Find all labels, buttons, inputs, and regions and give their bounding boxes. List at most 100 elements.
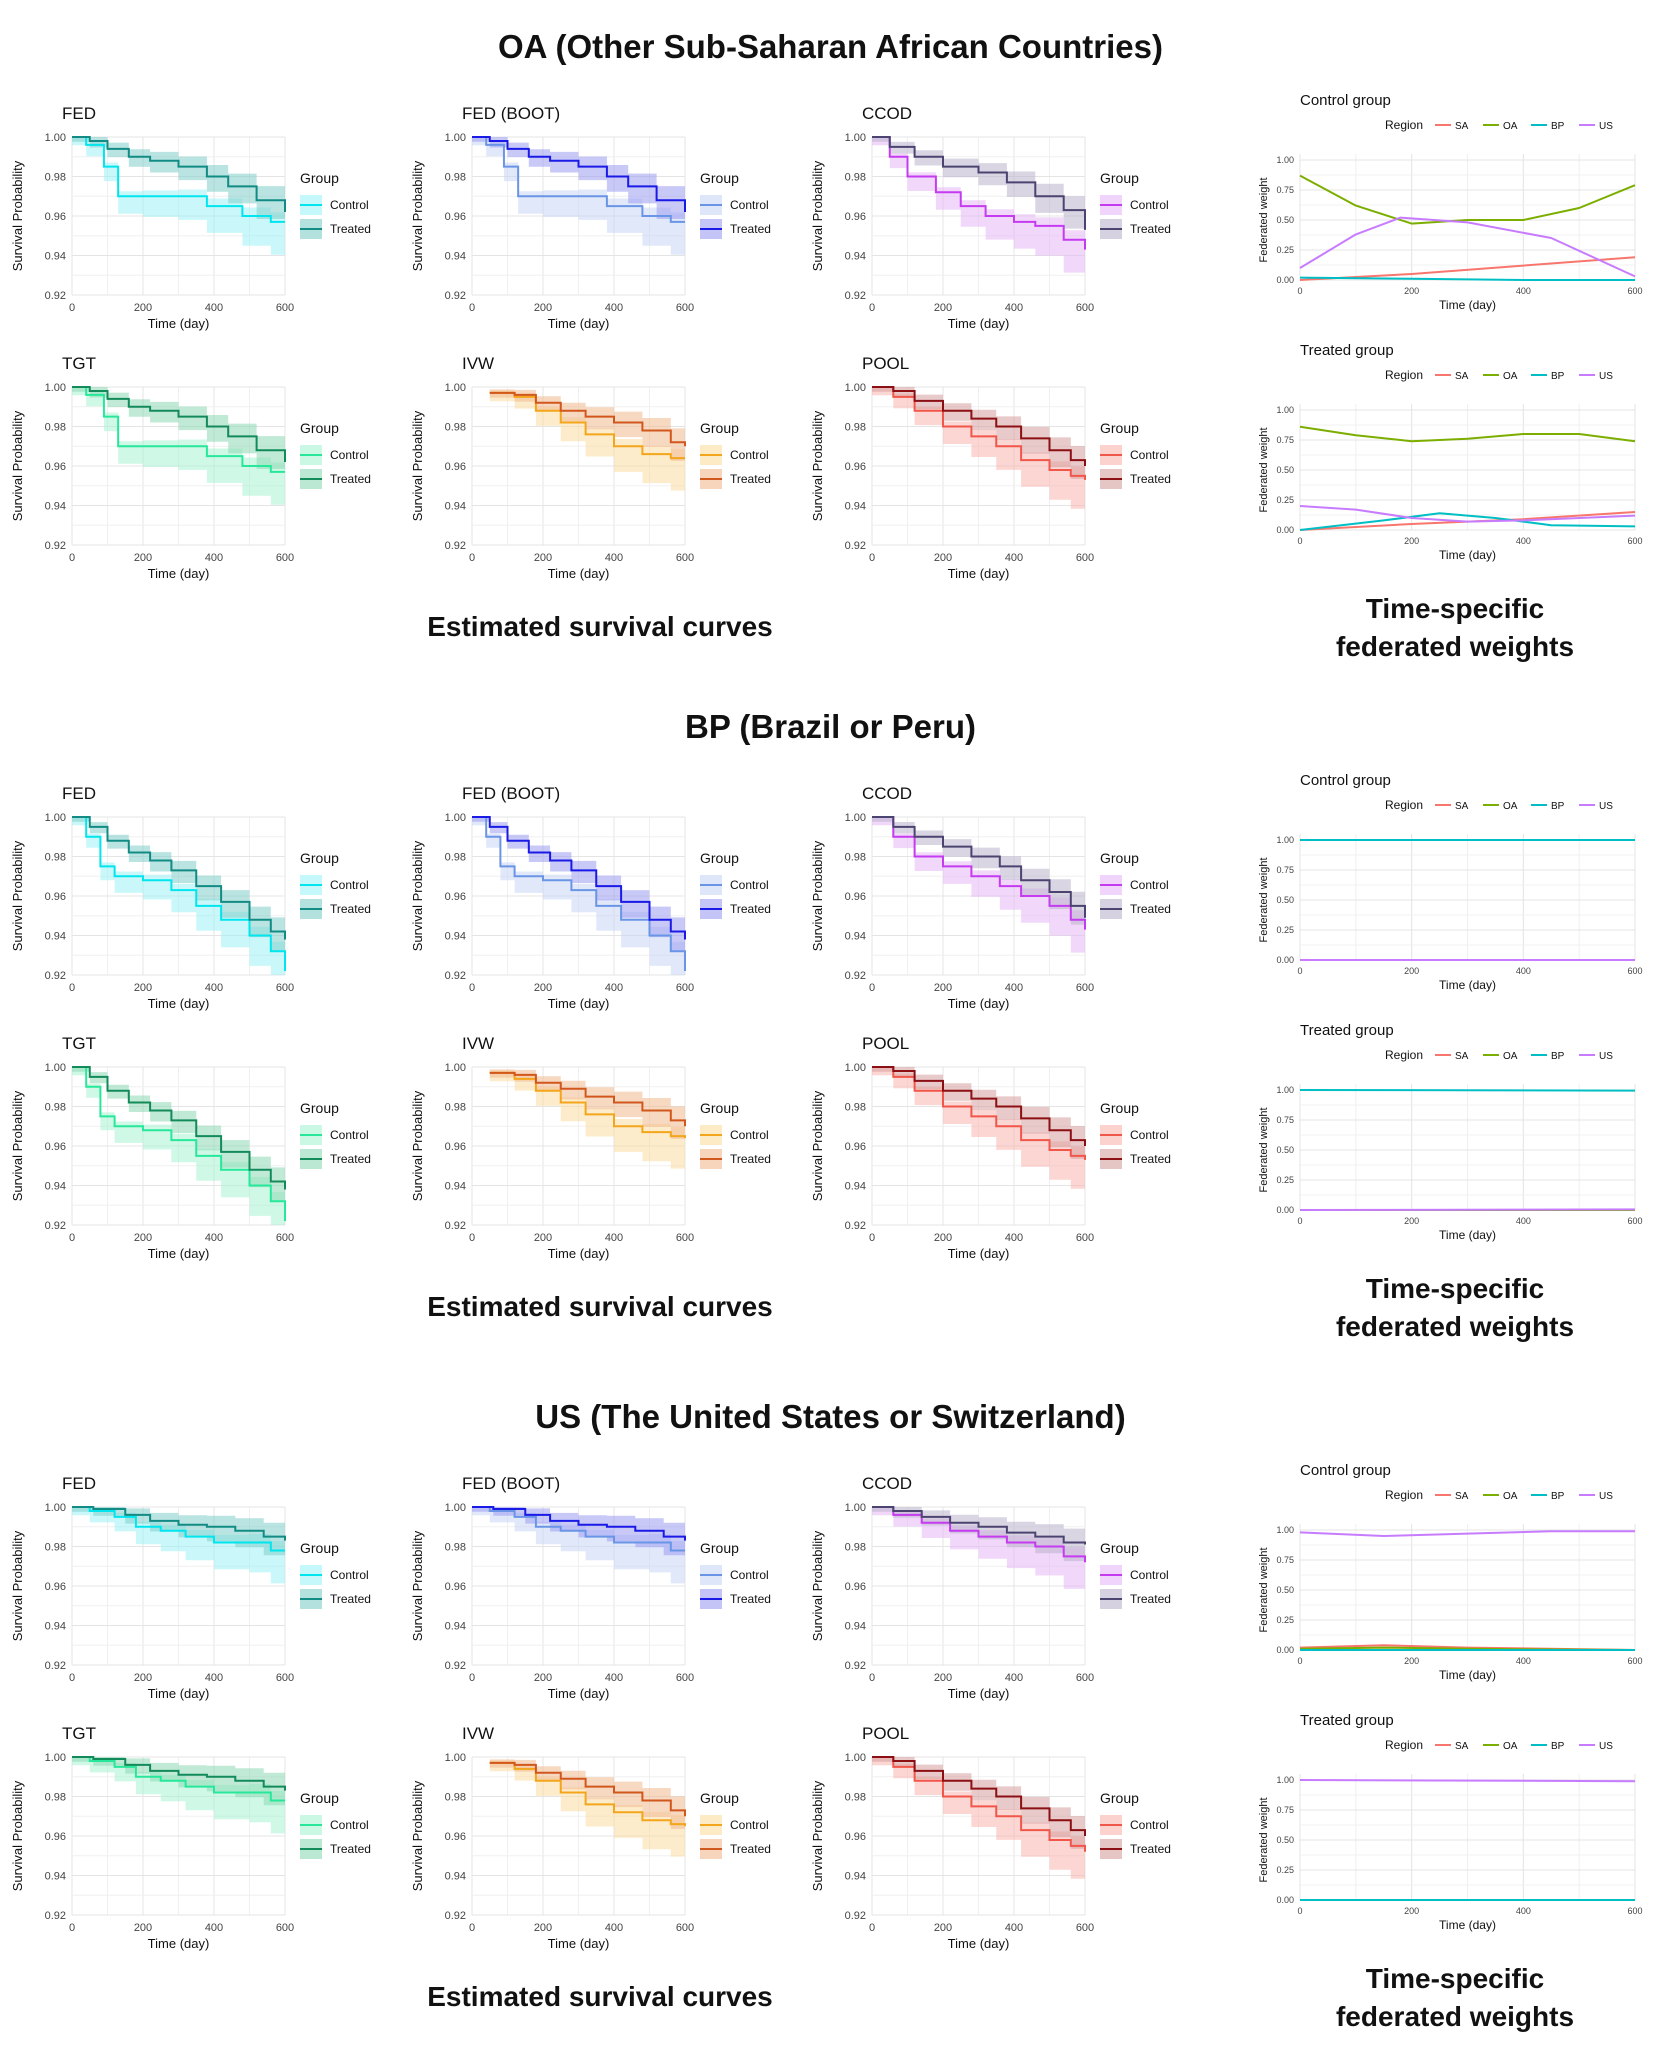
y-axis-label: Survival Probability	[410, 1780, 425, 1891]
legend-label: Treated	[730, 222, 771, 236]
y-tick-label: 0.96	[445, 1581, 466, 1593]
weight-line-us	[1299, 216, 1636, 278]
treated-survival-line	[72, 386, 286, 463]
x-tick-label: 600	[676, 1672, 694, 1684]
y-tick-label: 0.96	[45, 891, 66, 903]
control-ci-band	[872, 1757, 1085, 1888]
x-tick-label: 400	[205, 1232, 223, 1244]
y-tick-label: 0.94	[45, 501, 66, 513]
y-tick-label: 0.92	[445, 290, 466, 302]
y-tick-label: 0.98	[45, 422, 66, 434]
x-tick-label: 200	[134, 552, 152, 564]
panel-title: FED	[62, 784, 96, 803]
x-tick-label: 200	[134, 982, 152, 994]
panel-title: TGT	[62, 354, 96, 373]
y-tick-label: 0.98	[45, 1102, 66, 1114]
treated-ci-band	[472, 1507, 685, 1562]
x-tick-label: 200	[534, 1922, 552, 1934]
control-survival-line	[489, 1071, 686, 1139]
y-tick-label: 1.00	[845, 812, 866, 824]
y-tick-label: 0.96	[445, 211, 466, 223]
treated-ci-band	[72, 1757, 285, 1812]
legend-label: Control	[1130, 1818, 1169, 1832]
x-tick-label: 200	[1404, 966, 1419, 976]
region-legend-label: US	[1599, 801, 1613, 812]
x-tick-label: 400	[605, 1922, 623, 1934]
y-tick-label: 0.50	[1276, 1585, 1294, 1595]
x-axis-label: Time (day)	[148, 316, 210, 331]
region-legend-label: OA	[1503, 1741, 1518, 1752]
legend-title: Group	[1100, 850, 1139, 866]
control-survival-line	[72, 136, 285, 223]
control-survival-line	[72, 816, 286, 972]
treated-ci-band	[472, 817, 685, 960]
legend-label: Treated	[330, 902, 371, 916]
y-tick-label: 0.92	[45, 540, 66, 552]
x-tick-label: 400	[1516, 1906, 1531, 1916]
x-tick-label: 400	[1516, 1656, 1531, 1666]
x-tick-label: 600	[676, 552, 694, 564]
x-axis-label: Time (day)	[148, 1936, 210, 1951]
x-tick-label: 0	[869, 1922, 875, 1934]
y-tick-label: 1.00	[1276, 1775, 1294, 1785]
x-tick-label: 200	[1404, 1216, 1419, 1226]
y-tick-label: 0.25	[1276, 1615, 1294, 1625]
y-tick-label: 1.00	[45, 382, 66, 394]
x-tick-label: 600	[1076, 302, 1094, 314]
y-tick-label: 0.00	[1276, 1205, 1294, 1215]
x-axis-label: Time (day)	[1439, 298, 1496, 312]
y-tick-label: 1.00	[1276, 1085, 1294, 1095]
x-tick-label: 200	[934, 552, 952, 564]
y-tick-label: 0.92	[845, 1910, 866, 1922]
legend-title: Group	[1100, 1540, 1139, 1556]
y-axis-label: Survival Probability	[410, 410, 425, 521]
x-axis-label: Time (day)	[1439, 1668, 1496, 1682]
x-tick-label: 400	[605, 982, 623, 994]
y-tick-label: 1.00	[45, 1502, 66, 1514]
x-tick-label: 400	[205, 552, 223, 564]
y-tick-label: 0.96	[845, 1581, 866, 1593]
y-tick-label: 0.92	[45, 1660, 66, 1672]
caption-line: Time-specific	[1365, 593, 1545, 624]
treated-survival-line	[72, 1506, 286, 1541]
weights-group-title: Treated group	[1300, 1022, 1394, 1039]
y-tick-label: 0.96	[45, 211, 66, 223]
x-axis-label: Time (day)	[948, 1936, 1010, 1951]
x-tick-label: 0	[69, 1232, 75, 1244]
x-tick-label: 200	[534, 1232, 552, 1244]
y-tick-label: 0.98	[45, 1542, 66, 1554]
legend-label: Treated	[1130, 1152, 1171, 1166]
treated-survival-line	[872, 386, 1086, 466]
x-tick-label: 600	[276, 302, 294, 314]
y-tick-label: 0.50	[1276, 1835, 1294, 1845]
x-axis-label: Time (day)	[148, 566, 210, 581]
y-axis-label: Survival Probability	[410, 1090, 425, 1201]
legend-label: Treated	[1130, 472, 1171, 486]
legend-label: Control	[730, 878, 769, 892]
x-tick-label: 600	[276, 1672, 294, 1684]
panel-title: TGT	[62, 1724, 96, 1743]
caption-survival-curves: Estimated survival curves	[427, 611, 773, 642]
control-ci-band	[489, 390, 685, 495]
x-tick-label: 400	[1005, 1922, 1023, 1934]
x-tick-label: 0	[1297, 536, 1302, 546]
y-axis-label: Survival Probability	[10, 1530, 25, 1641]
y-tick-label: 0.94	[845, 251, 866, 263]
survival-panel-pool: POOL 1.00 0.98 0.96 0.94 0.920 200 400 600 Time (…	[810, 354, 1171, 581]
region-legend-label: SA	[1455, 371, 1469, 382]
panel-title: IVW	[462, 1724, 494, 1743]
x-axis-label: Time (day)	[148, 1686, 210, 1701]
x-axis-label: Time (day)	[1439, 1918, 1496, 1932]
region-legend-label: SA	[1455, 1741, 1469, 1752]
x-axis-label: Time (day)	[548, 566, 610, 581]
y-tick-label: 0.75	[1276, 1805, 1294, 1815]
panel-title: POOL	[862, 354, 909, 373]
region-legend-title: Region	[1385, 798, 1423, 812]
region-legend-label: US	[1599, 1051, 1613, 1062]
y-tick-label: 1.00	[845, 1062, 866, 1074]
x-axis-label: Time (day)	[548, 316, 610, 331]
control-ci-band	[872, 1067, 1085, 1196]
x-tick-label: 200	[134, 302, 152, 314]
x-tick-label: 0	[1297, 286, 1302, 296]
y-axis-label: Survival Probability	[10, 1780, 25, 1891]
